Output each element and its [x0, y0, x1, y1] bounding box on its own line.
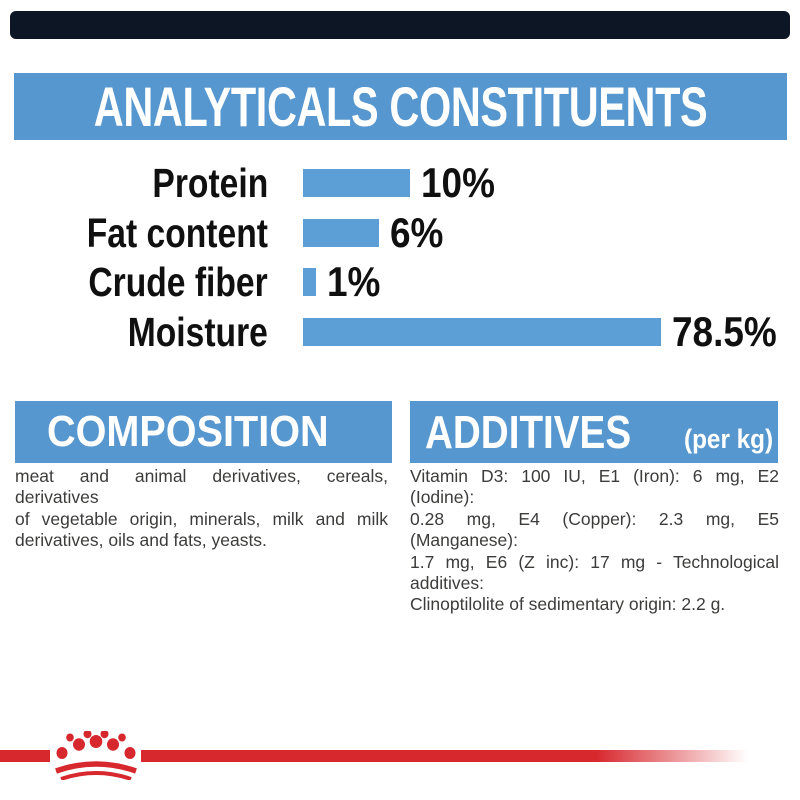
royal-canin-paw-icon [55, 731, 137, 780]
composition-text: meat and animal derivatives, cereals, de… [15, 466, 388, 552]
additives-line: 0.28 mg, E4 (Copper): 2.3 mg, E5 (Mangan… [410, 508, 779, 551]
additives-title: ADDITIVES [425, 406, 632, 458]
chart-row-label: Fat content [86, 209, 268, 256]
chart-bar [303, 219, 379, 247]
analyticals-banner: ANALYTICALS CONSTITUENTS [14, 73, 787, 140]
top-dark-band [10, 11, 790, 39]
chart-bar [303, 268, 316, 296]
chart-row-fiber: Crude fiber 1% [0, 258, 800, 306]
composition-banner: COMPOSITION [15, 401, 392, 463]
chart-row-protein: Protein 10% [0, 159, 800, 207]
additives-line: 1.7 mg, E6 (Z inc): 17 mg - Technologica… [410, 551, 779, 594]
chart-row-fat: Fat content 6% [0, 209, 800, 257]
chart-bar [303, 318, 661, 346]
additives-banner: ADDITIVES (per kg) [410, 401, 778, 463]
chart-row-value: 10% [421, 159, 495, 206]
chart-row-value: 6% [390, 209, 444, 256]
footer-divider-left [0, 750, 50, 762]
chart-row-moisture: Moisture 78.5% [0, 308, 800, 356]
chart-row-label: Crude fiber [88, 258, 268, 305]
additives-line: Clinoptilolite of sedimentary origin: 2.… [410, 594, 726, 615]
additives-per-kg-label: (per kg) [684, 424, 774, 454]
page-title: ANALYTICALS CONSTITUENTS [93, 74, 708, 138]
chart-row-value: 78.5% [672, 308, 777, 355]
composition-line: derivatives, oils and fats, yeasts. [15, 530, 267, 551]
additives-text: Vitamin D3: 100 IU, E1 (Iron): 6 mg, E2 … [410, 466, 779, 616]
chart-row-value: 1% [327, 258, 381, 305]
chart-row-label: Protein [152, 159, 268, 206]
chart-row-label: Moisture [127, 308, 268, 355]
composition-line: meat and animal derivatives, cereals, de… [15, 466, 388, 508]
composition-line: of vegetable origin, minerals, milk and … [15, 508, 388, 529]
footer-divider-right [141, 750, 748, 762]
composition-title: COMPOSITION [47, 407, 329, 456]
chart-bar [303, 169, 410, 197]
additives-line: Vitamin D3: 100 IU, E1 (Iron): 6 mg, E2 … [410, 466, 779, 508]
